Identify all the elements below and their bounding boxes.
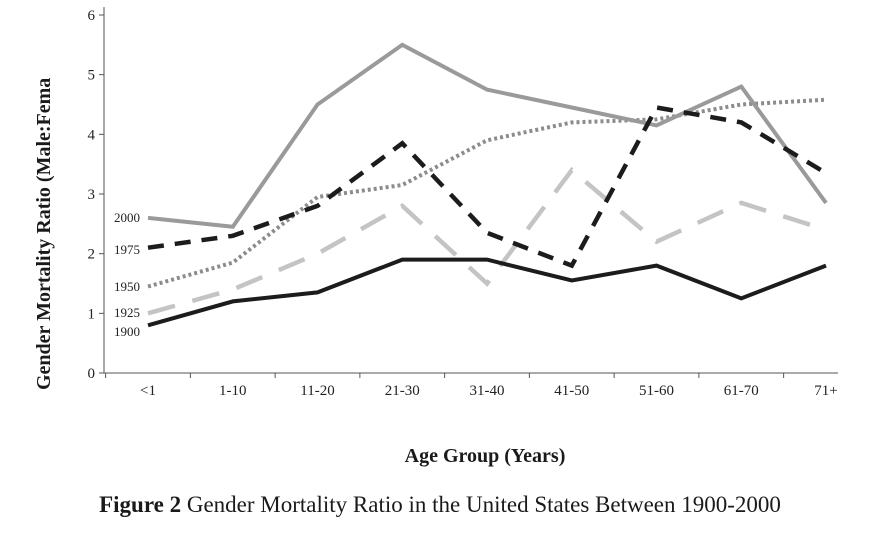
x-tick-label: 1-10 [219,383,247,399]
x-axis-label: Age Group (Years) [405,445,566,467]
x-tick-label: 21-30 [385,383,420,399]
x-tick-label: 31-40 [470,383,505,399]
x-tick-label: 71+ [814,383,837,399]
y-tick-label: 6 [88,8,96,24]
y-ticks: 0 1 2 3 4 5 6 [88,8,104,382]
y-tick-label: 0 [88,366,96,382]
y-tick-label: 3 [88,187,96,203]
x-tick-label: <1 [140,383,156,399]
series-line-1900 [147,257,827,328]
x-tick-label: 11-20 [300,383,334,399]
x-tick-label: 51-60 [639,383,674,399]
figure-number: Figure 2 [99,492,182,517]
axes [103,7,838,374]
series-label-1950: 1950 [114,279,140,294]
series-line-1925 [147,166,827,316]
figure-caption: Figure 2 Gender Mortality Ratio in the U… [0,492,880,518]
x-ticks: <1 1-10 11-20 21-30 31-40 41-50 51-60 61-70 71+ [105,373,838,399]
series-label-2000: 2000 [114,210,140,225]
y-tick-label: 1 [88,306,96,322]
series-label-1900: 1900 [114,324,140,339]
series-line-1975 [147,105,828,269]
y-tick-label: 4 [88,127,96,143]
y-tick-label: 2 [88,247,96,263]
series-label-1925: 1925 [114,305,140,320]
x-tick-label: 41-50 [554,383,589,399]
y-tick-label: 5 [88,68,96,84]
series-lines [147,42,828,328]
series-line-2000 [147,42,828,229]
series-label-1975: 1975 [114,242,140,257]
series-labels: 2000 1975 1950 1925 1900 [114,210,140,339]
x-tick-label: 61-70 [724,383,759,399]
figure-title: Gender Mortality Ratio in the United Sta… [186,492,781,517]
y-axis-label: Gender Mortality Ratio (Male:Fema [33,78,55,390]
